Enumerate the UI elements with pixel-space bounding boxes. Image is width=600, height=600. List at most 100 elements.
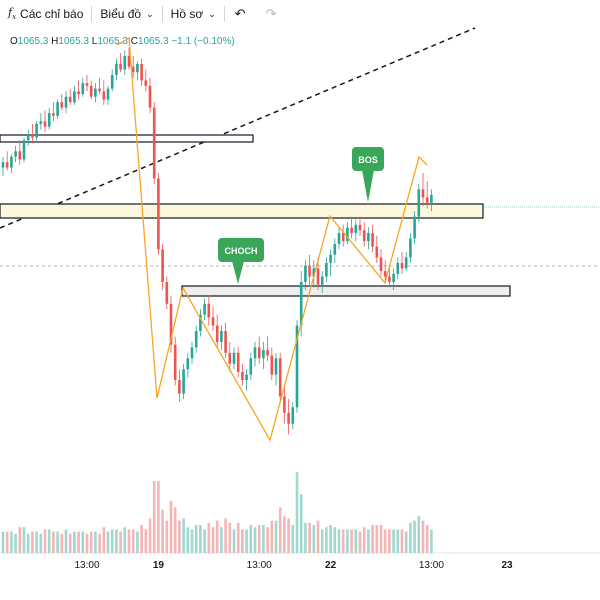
candle-body	[157, 178, 160, 250]
volume-bar	[388, 529, 391, 553]
candle-body	[413, 216, 416, 239]
open-value: 1065.3	[17, 36, 49, 47]
profile-menu-button[interactable]: Hồ sơ ⌄	[163, 0, 224, 28]
candle-body	[425, 197, 429, 203]
candle-body	[304, 265, 307, 282]
volume-bar	[337, 529, 341, 553]
chevron-down-icon: ⌄	[208, 8, 216, 19]
volume-bar	[341, 529, 345, 553]
indicators-button[interactable]: fx Các chỉ báo	[0, 0, 91, 28]
volume-bar	[262, 525, 265, 553]
volume-bar	[266, 527, 269, 553]
volume-bar	[190, 529, 194, 553]
candle-body	[404, 257, 408, 269]
candle-body	[400, 262, 404, 269]
volume-bar	[98, 533, 101, 553]
volume-bar	[421, 520, 425, 553]
volume-bar	[26, 533, 30, 553]
candle-body	[375, 246, 379, 258]
volume-bar	[241, 529, 244, 553]
candle-body	[144, 80, 148, 86]
candles	[1, 47, 433, 435]
candle-body	[5, 162, 9, 168]
undo-icon[interactable]: ↶	[234, 6, 246, 21]
candle-body	[106, 88, 110, 100]
volume-bar	[245, 529, 248, 553]
volume-bar	[425, 525, 429, 553]
candle-body	[350, 227, 353, 233]
volume-bar	[161, 509, 164, 553]
volume-bar	[220, 527, 223, 553]
low-value: 1065.3	[97, 36, 128, 47]
volume-bar	[186, 527, 190, 553]
candle-body	[194, 331, 198, 348]
volume-bar	[31, 531, 34, 553]
candle-body	[73, 91, 76, 103]
volume-bar	[182, 518, 185, 553]
volume-bar	[283, 516, 286, 553]
volume-bar	[94, 531, 97, 553]
candle-body	[417, 189, 421, 217]
candle-body	[60, 102, 64, 108]
volume-bar	[253, 527, 257, 553]
candle-body	[26, 134, 30, 141]
volume-bars	[1, 472, 433, 553]
candle-body	[325, 262, 328, 277]
toolbar-divider	[161, 6, 163, 22]
demand-zone-box[interactable]	[181, 285, 511, 297]
candle-body	[266, 350, 269, 356]
volume-bar	[295, 472, 299, 553]
volume-bar	[140, 525, 143, 553]
candle-body	[228, 352, 232, 364]
volume-bar	[18, 527, 22, 553]
volume-bar	[22, 527, 26, 553]
candle-body	[392, 273, 395, 282]
function-icon: fx	[8, 6, 17, 22]
candle-body	[39, 121, 43, 124]
volume-bar	[304, 522, 307, 553]
candle-body	[173, 344, 177, 381]
volume-bar	[287, 518, 290, 553]
volume-bar	[157, 481, 160, 553]
volume-bar	[350, 529, 353, 553]
volume-bar	[274, 520, 278, 553]
volume-bar	[43, 529, 47, 553]
x-tick-label: 13:00	[419, 560, 444, 571]
candle-body	[102, 91, 106, 100]
volume-bar	[362, 527, 366, 553]
candle-body	[236, 352, 240, 372]
profile-menu-label: Hồ sơ	[170, 7, 204, 21]
low-label: L	[91, 36, 98, 47]
chart-menu-label: Biểu đồ	[100, 7, 142, 21]
candle-body	[362, 230, 366, 242]
candle-body	[274, 358, 278, 375]
svg-text:BOS: BOS	[358, 155, 378, 165]
close-label: C	[130, 36, 138, 47]
candle-body	[115, 64, 118, 75]
volume-bar	[131, 529, 135, 553]
volume-bar	[178, 520, 181, 553]
volume-bar	[333, 527, 337, 553]
candle-body	[211, 317, 215, 326]
volume-bar	[102, 527, 106, 553]
chart-menu-button[interactable]: Biểu đồ ⌄	[92, 0, 161, 28]
volume-bar	[194, 525, 198, 553]
resistance-zone-box[interactable]	[0, 134, 254, 143]
candle-body	[224, 331, 227, 353]
candle-body	[283, 396, 286, 413]
volume-bar	[413, 520, 416, 553]
candle-body	[320, 276, 324, 285]
volume-bar	[199, 525, 202, 553]
volume-bar	[329, 525, 332, 553]
volume-bar	[312, 525, 316, 553]
volume-bar	[236, 522, 240, 553]
volume-bar	[367, 529, 370, 553]
volume-bar	[400, 529, 404, 553]
volume-bar	[165, 520, 169, 553]
volume-bar	[106, 531, 110, 553]
candle-body	[337, 232, 341, 244]
redo-icon[interactable]: ↷	[265, 6, 277, 21]
supply-zone-box[interactable]	[0, 203, 484, 219]
